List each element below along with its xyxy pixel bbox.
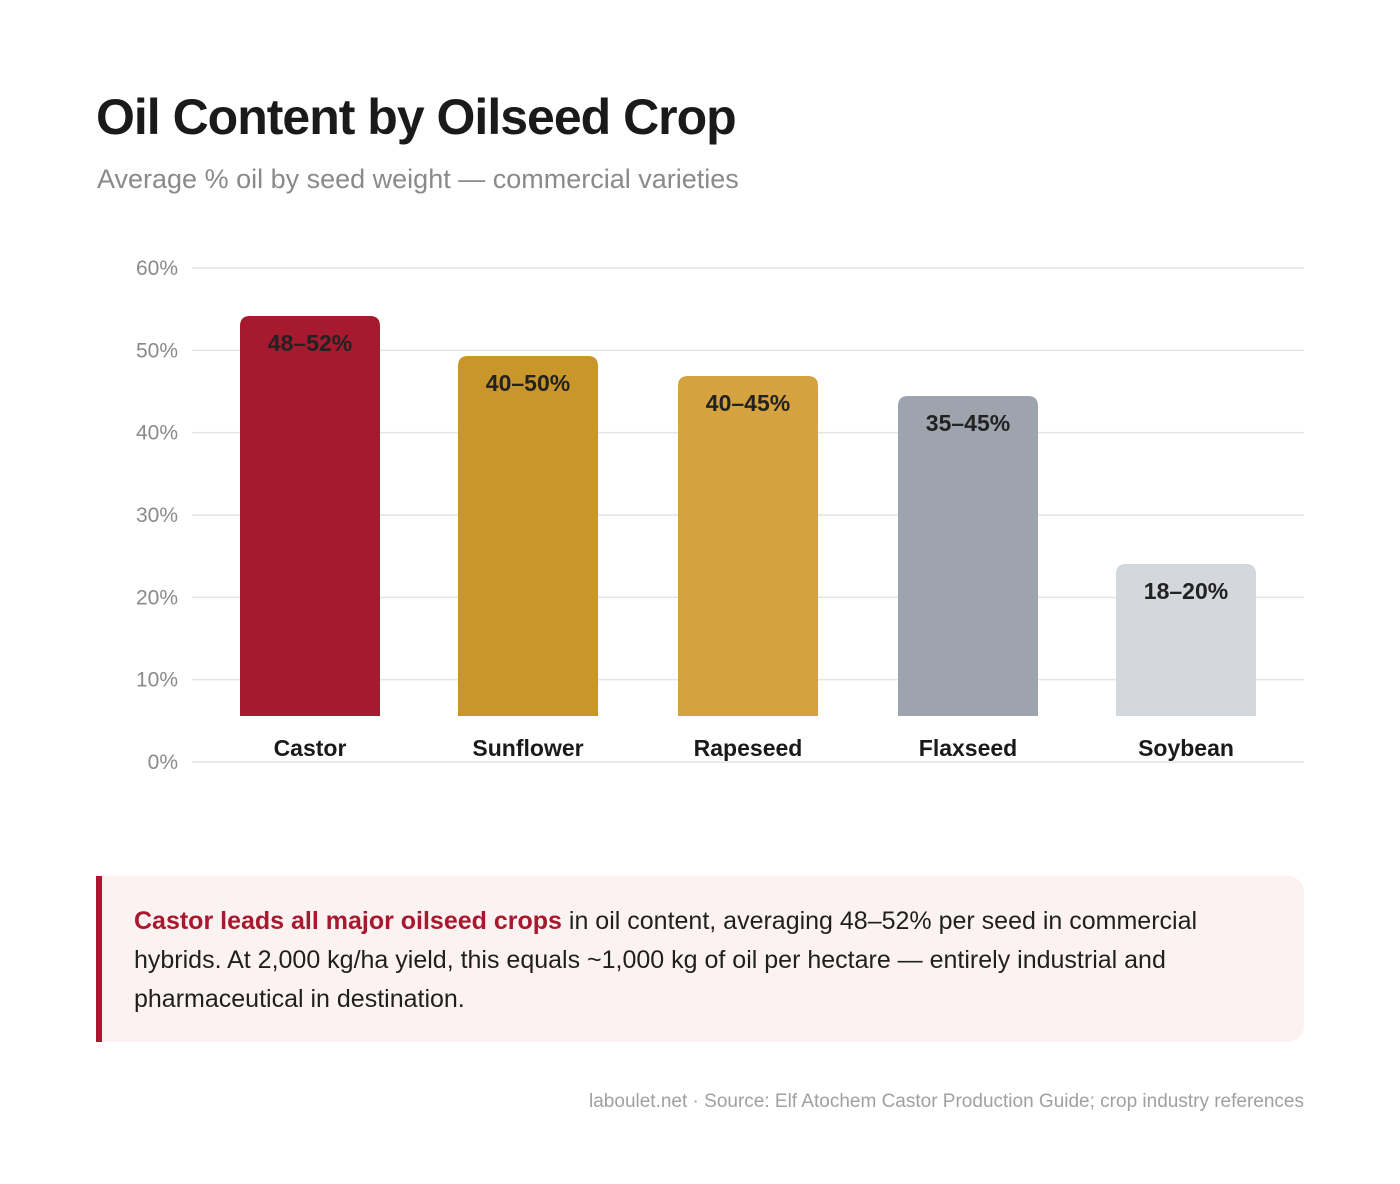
data-label: 18–20% xyxy=(1144,578,1228,604)
x-tick-label: Flaxseed xyxy=(919,735,1017,761)
x-tick-label: Sunflower xyxy=(472,735,583,761)
callout-box: Castor leads all major oilseed crops in … xyxy=(96,876,1304,1042)
data-label: 35–45% xyxy=(926,410,1010,436)
data-label: 48–52% xyxy=(268,330,352,356)
bar-castor xyxy=(240,316,380,716)
bar-sunflower xyxy=(458,356,598,716)
bar-soybean xyxy=(1116,564,1256,716)
chart-subtitle: Average % oil by seed weight — commercia… xyxy=(97,164,739,194)
callout-highlight: Castor leads all major oilseed crops xyxy=(134,907,562,935)
y-tick-label: 30% xyxy=(136,504,178,527)
callout-text: in oil content, averaging 48–52% per see… xyxy=(134,907,1198,1013)
y-tick-label: 0% xyxy=(148,751,178,774)
y-tick-label: 10% xyxy=(136,669,178,692)
y-tick-label: 20% xyxy=(136,586,178,609)
x-tick-label: Castor xyxy=(274,735,347,761)
source-footer: laboulet.net · Source: Elf Atochem Casto… xyxy=(589,1091,1304,1112)
y-tick-label: 60% xyxy=(136,257,178,280)
x-tick-label: Soybean xyxy=(1138,735,1234,761)
bar-flaxseed xyxy=(898,396,1038,716)
bar-rapeseed xyxy=(678,376,818,716)
y-tick-label: 40% xyxy=(136,422,178,445)
data-label: 40–50% xyxy=(486,370,570,396)
x-tick-label: Rapeseed xyxy=(694,735,803,761)
data-label: 40–45% xyxy=(706,390,790,416)
y-tick-label: 50% xyxy=(136,339,178,362)
bar-chart: 0% 10% 20% 30% 40% 50% 60% 48–52% Castor 40–50% Su… xyxy=(136,257,1304,774)
chart-title: Oil Content by Oilseed Crop xyxy=(96,89,737,145)
